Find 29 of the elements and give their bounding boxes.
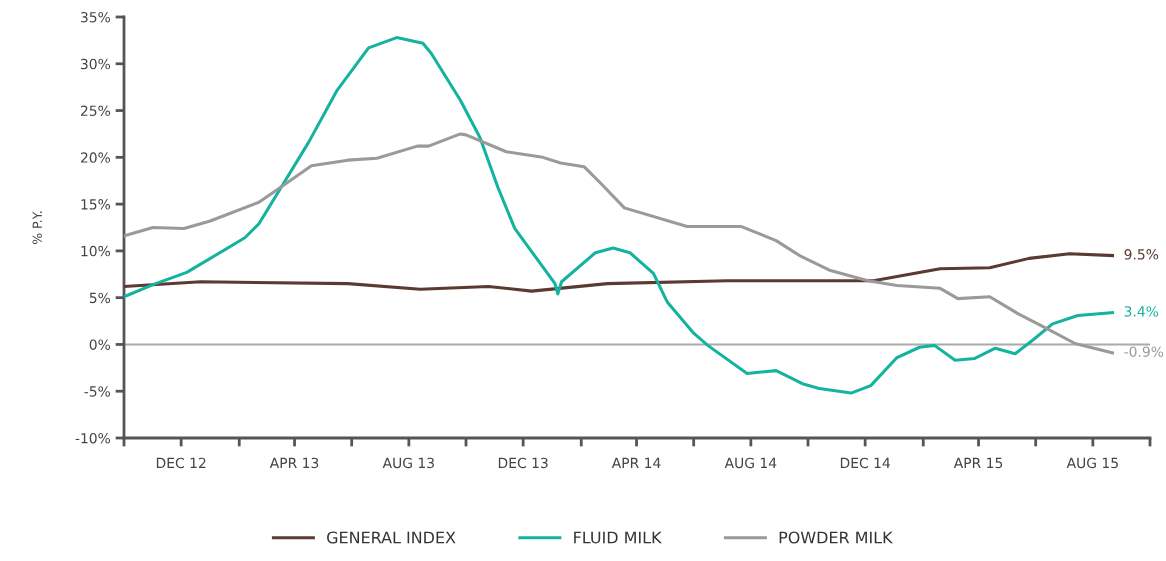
x-tick-label: AUG 13 [382,457,434,469]
data-label: -0.9% [1124,346,1164,357]
y-tick-label: -5% [84,386,111,397]
x-tick-label: AUG 14 [724,457,777,469]
y-tick-label: 0% [89,339,111,350]
line-series [124,36,1115,395]
data-label: 3.4% [1124,306,1159,317]
y-tick-label: 10% [81,245,111,257]
x-tick-label: AUG 15 [1066,457,1118,469]
legend-label: POWDER MILK [779,531,893,544]
x-tick-label: APR 13 [269,457,319,469]
line-series [124,132,1115,355]
y-tick-label: -10% [75,432,111,444]
y-tick-label: 15% [81,199,111,210]
legend-label: GENERAL INDEX [327,531,456,544]
x-tick-label: DEC 13 [498,457,548,469]
y-tick-label: 25% [80,105,111,117]
x-tick-label: DEC 14 [840,457,891,469]
y-tick-label: 20% [80,152,111,163]
y-tick-label: 35% [80,11,111,23]
x-tick-label: APR 15 [953,457,1003,469]
y-axis-title: % P.Y. [32,211,42,245]
y-tick-label: 5% [89,292,111,304]
line-series [124,252,1115,293]
legend-label: FLUID MILK [574,531,662,544]
x-tick-label: APR 14 [611,457,661,468]
x-tick-label: DEC 12 [156,457,206,469]
y-tick-label: 30% [80,58,111,70]
data-label: 9.5% [1124,249,1159,260]
